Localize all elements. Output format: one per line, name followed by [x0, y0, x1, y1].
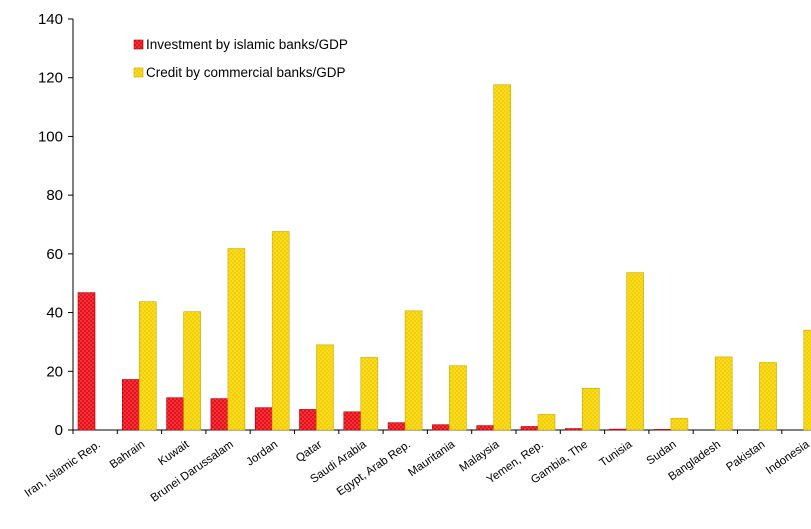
bar-credit-commercial: [670, 417, 689, 431]
bar-investment-islamic: [343, 411, 362, 431]
bar-credit-commercial: [493, 84, 512, 431]
bar-investment-islamic: [210, 398, 229, 431]
x-category-label: Brunei Darussalam: [149, 439, 236, 505]
bar-investment-islamic: [432, 424, 450, 431]
x-category-label: Bahrain: [108, 439, 147, 472]
bar-investment-islamic: [166, 397, 184, 431]
y-tick-label: 100: [38, 128, 63, 145]
x-category-label: Qatar: [294, 439, 325, 465]
legend-label: Investment by islamic banks/GDP: [146, 37, 348, 52]
x-category-label: Kuwait: [156, 438, 192, 468]
bar-credit-commercial: [360, 357, 379, 431]
bar-investment-islamic: [520, 426, 539, 431]
bar-investment-islamic: [299, 409, 317, 431]
bar-credit-commercial: [271, 231, 290, 431]
bar-credit-commercial: [714, 356, 733, 431]
bar-investment-islamic: [122, 379, 140, 431]
x-category-label: Indonesia: [764, 438, 811, 477]
x-category-label: Pakistan: [724, 439, 767, 474]
bar-credit-commercial: [449, 365, 467, 431]
x-category-label: Sudan: [645, 439, 679, 468]
x-category-label: Tunisia: [598, 438, 635, 469]
x-category-label: Iran, Islamic Rep.: [23, 439, 103, 500]
bars: [77, 84, 811, 431]
bar-credit-commercial: [183, 311, 201, 431]
y-tick-label: 20: [46, 363, 63, 380]
y-tick-label: 140: [38, 11, 63, 28]
x-category-label: Egypt, Arab Rep.: [335, 439, 413, 499]
bar-credit-commercial: [139, 301, 157, 431]
bar-investment-islamic: [609, 428, 627, 431]
bar-credit-commercial: [759, 362, 777, 431]
bar-credit-commercial: [227, 248, 246, 431]
x-category-label: Mauritania: [406, 438, 457, 479]
bar-credit-commercial: [626, 272, 644, 431]
bar-investment-islamic: [254, 407, 273, 431]
bar-investment-islamic: [653, 429, 672, 431]
bar-credit-commercial: [581, 388, 600, 431]
bar-credit-commercial: [803, 329, 811, 431]
legend-label: Credit by commercial banks/GDP: [146, 65, 346, 80]
legend: Investment by islamic banks/GDP Credit by…: [133, 37, 348, 80]
y-tick-label: 120: [38, 70, 63, 87]
y-tick-label: 0: [55, 422, 63, 439]
y-tick-label: 80: [46, 187, 63, 204]
bar-credit-commercial: [404, 310, 423, 431]
y-tick-label: 60: [46, 246, 63, 263]
y-tick-label: 40: [46, 305, 63, 322]
bar-investment-islamic: [77, 292, 96, 431]
legend-swatch: [133, 67, 144, 78]
bar-investment-islamic: [387, 422, 406, 431]
x-category-label: Jordan: [244, 439, 280, 469]
bar-investment-islamic: [564, 428, 583, 431]
bar-credit-commercial: [316, 344, 334, 431]
bar-credit-commercial: [537, 414, 556, 431]
bar-investment-islamic: [476, 425, 495, 431]
legend-swatch: [133, 39, 144, 50]
